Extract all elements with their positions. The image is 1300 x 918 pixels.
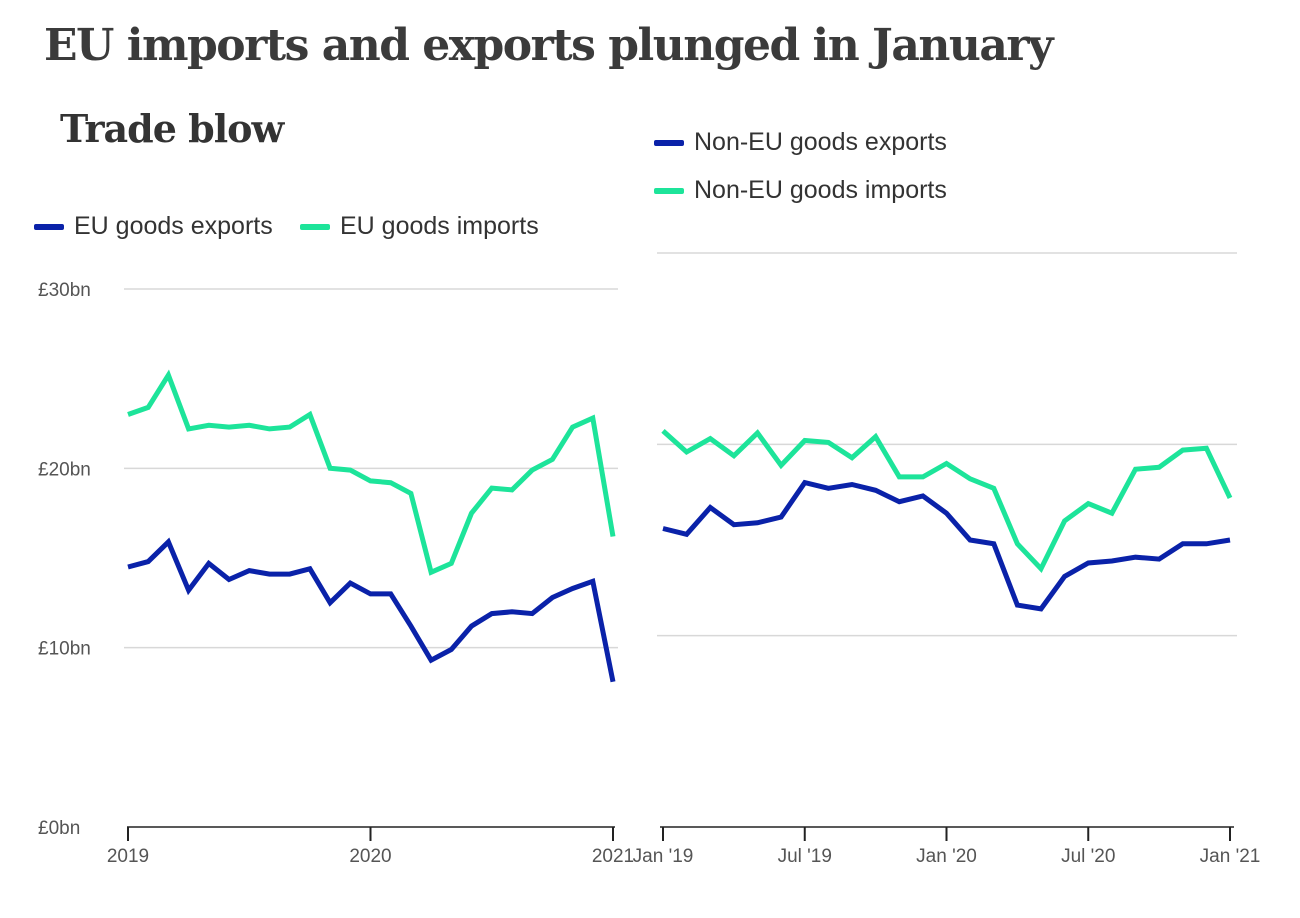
chart-subtitle: Trade blow [60,106,284,151]
legend-eu-imports: EU goods imports [300,212,539,241]
eu-y-tick-label: £20bn [38,459,91,480]
non-eu-x-tick-label: Jan '21 [1200,846,1261,867]
legend-swatch-eu-imports [300,223,330,230]
legend-non-eu-exports: Non-EU goods exports [654,128,947,157]
legend-swatch-eu-exports [34,223,64,230]
eu-x-tick-label: 2019 [107,846,149,867]
legend-label-non-eu-exports: Non-EU goods exports [694,128,947,156]
eu-y-tick-label: £30bn [38,280,91,301]
legend-non-eu-imports: Non-EU goods imports [654,176,947,205]
non-eu-x-tick-label: Jan '20 [916,846,977,867]
non-eu-x-tick-label: Jan '19 [633,846,694,867]
eu-x-tick-label: 2021 [592,846,634,867]
non-eu-series-line-imports [661,429,1233,574]
legend-label-non-eu-imports: Non-EU goods imports [694,176,947,204]
eu-x-tick-label: 2020 [349,846,391,867]
chart-title: EU imports and exports plunged in Januar… [44,20,1054,71]
eu-y-tick-label: £10bn [38,639,91,660]
non-eu-x-tick-label: Jul '20 [1061,846,1115,867]
legend-swatch-non-eu-imports [654,187,684,194]
non-eu-x-tick-label: Jul '19 [778,846,832,867]
legend-eu-exports: EU goods exports [34,212,273,241]
legend-swatch-non-eu-exports [654,139,684,146]
non-eu-series-line-exports [662,479,1231,612]
legend-label-eu-imports: EU goods imports [340,212,539,240]
eu-series-line-exports [127,537,616,683]
eu-y-tick-label: £0bn [38,818,80,839]
eu-series-line-imports [127,369,616,576]
legend-label-eu-exports: EU goods exports [74,212,273,240]
